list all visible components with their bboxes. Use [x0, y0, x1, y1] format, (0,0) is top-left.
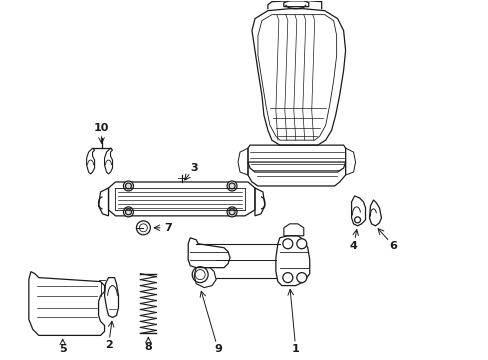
Text: 3: 3	[190, 163, 198, 173]
Circle shape	[139, 224, 147, 232]
Text: 5: 5	[59, 345, 66, 354]
Text: 1: 1	[291, 345, 299, 354]
Circle shape	[296, 273, 306, 283]
Circle shape	[123, 181, 133, 191]
Circle shape	[226, 207, 237, 217]
Circle shape	[226, 181, 237, 191]
Text: 2: 2	[104, 340, 112, 350]
Circle shape	[195, 270, 205, 280]
Circle shape	[282, 273, 292, 283]
Circle shape	[125, 209, 131, 215]
Circle shape	[354, 217, 360, 223]
Text: 6: 6	[388, 241, 397, 251]
Circle shape	[136, 221, 150, 235]
Circle shape	[125, 183, 131, 189]
Circle shape	[282, 239, 292, 249]
Circle shape	[123, 207, 133, 217]
Text: 7: 7	[164, 223, 172, 233]
Text: 10: 10	[94, 123, 109, 133]
Text: 8: 8	[144, 342, 152, 352]
Circle shape	[296, 239, 306, 249]
Circle shape	[228, 209, 235, 215]
Circle shape	[228, 183, 235, 189]
Text: 4: 4	[349, 241, 357, 251]
Text: 9: 9	[214, 345, 222, 354]
Circle shape	[192, 267, 208, 283]
